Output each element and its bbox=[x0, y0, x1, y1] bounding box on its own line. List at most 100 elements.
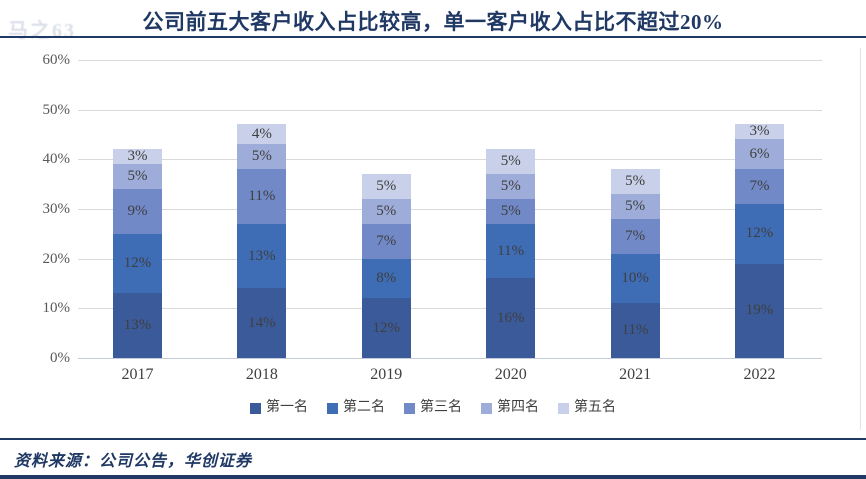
legend-swatch-icon bbox=[481, 402, 492, 414]
footer-divider bbox=[0, 438, 866, 440]
y-axis-tick-label: 60% bbox=[42, 52, 71, 68]
gridline bbox=[78, 259, 822, 260]
legend-swatch-icon bbox=[327, 402, 338, 414]
gridline bbox=[78, 209, 822, 210]
legend-label: 第三名 bbox=[420, 400, 462, 415]
bar-value-label: 12% bbox=[123, 255, 152, 272]
bar-segment-2020-第三名: 5% bbox=[486, 198, 536, 224]
legend-label: 第五名 bbox=[574, 400, 616, 415]
bar-segment-2022-第四名: 6% bbox=[735, 139, 784, 170]
y-axis-tick-label: 50% bbox=[42, 102, 71, 118]
bar-segment-2021-第二名: 10% bbox=[610, 253, 660, 304]
bar-value-label: 11% bbox=[497, 242, 525, 259]
bar-value-label: 11% bbox=[621, 322, 649, 339]
bar-segment-2018-第三名: 11% bbox=[237, 169, 287, 224]
legend-item-第五名: 第五名 bbox=[558, 401, 616, 415]
bar-value-label: 3% bbox=[127, 148, 148, 165]
bar-segment-2017-第三名: 9% bbox=[113, 189, 162, 234]
legend-swatch-icon bbox=[250, 402, 261, 414]
bar-segment-2021-第四名: 5% bbox=[610, 193, 660, 219]
bar-value-label: 8% bbox=[376, 269, 397, 286]
bar-value-label: 16% bbox=[496, 309, 525, 326]
legend-item-第三名: 第三名 bbox=[404, 401, 462, 415]
bar-value-label: 5% bbox=[625, 197, 646, 214]
gridline bbox=[78, 159, 822, 160]
bar-segment-2022-第二名: 12% bbox=[735, 203, 784, 264]
bar-segment-2017-第四名: 5% bbox=[113, 164, 162, 189]
bar-value-label: 3% bbox=[749, 123, 770, 140]
bar-value-label: 5% bbox=[127, 168, 148, 185]
bar-value-label: 6% bbox=[749, 145, 770, 162]
bar-segment-2017-第二名: 12% bbox=[113, 233, 162, 294]
bar-segment-2021-第一名: 11% bbox=[610, 303, 660, 358]
x-axis-category-label: 2020 bbox=[494, 366, 527, 383]
source-note: 资料来源：公司公告，华创证券 bbox=[14, 453, 253, 470]
y-axis-tick-label: 40% bbox=[42, 151, 71, 167]
bar-value-label: 4% bbox=[251, 125, 272, 142]
legend-item-第二名: 第二名 bbox=[327, 401, 385, 415]
x-axis-category-label: 2018 bbox=[245, 366, 278, 383]
bar-segment-2021-第三名: 7% bbox=[610, 218, 660, 254]
bar-segment-2022-第五名: 3% bbox=[735, 123, 784, 140]
bar-value-label: 5% bbox=[500, 202, 521, 219]
chart-title: 公司前五大客户收入占比较高，单一客户收入占比不超过20% bbox=[142, 10, 724, 34]
bar-segment-2020-第五名: 5% bbox=[486, 149, 536, 175]
bar-segment-2022-第三名: 7% bbox=[735, 169, 784, 204]
bottom-border bbox=[0, 475, 866, 479]
bar-value-label: 5% bbox=[376, 202, 397, 219]
bar-segment-2020-第一名: 16% bbox=[486, 278, 536, 358]
bar-segment-2019-第二名: 8% bbox=[361, 258, 411, 299]
bar-value-label: 12% bbox=[372, 319, 401, 336]
bar-segment-2019-第五名: 5% bbox=[361, 174, 411, 199]
legend-swatch-icon bbox=[404, 402, 415, 414]
bar-value-label: 14% bbox=[248, 314, 276, 331]
bar-value-label: 12% bbox=[745, 225, 774, 242]
legend-item-第一名: 第一名 bbox=[250, 401, 308, 415]
gridline bbox=[78, 110, 822, 111]
gridline bbox=[78, 358, 822, 359]
bar-value-label: 7% bbox=[749, 178, 770, 195]
bar-value-label: 5% bbox=[251, 148, 272, 165]
gridline bbox=[78, 308, 822, 309]
legend-label: 第四名 bbox=[497, 400, 539, 415]
bar-value-label: 5% bbox=[625, 173, 646, 190]
legend: 第一名 第二名 第三名 第四名 第五名 bbox=[0, 401, 866, 415]
y-axis-tick-label: 30% bbox=[42, 201, 71, 217]
bar-segment-2019-第三名: 7% bbox=[361, 223, 411, 259]
bar-segment-2018-第二名: 13% bbox=[237, 223, 287, 289]
x-axis-category-label: 2021 bbox=[619, 366, 652, 383]
bar-segment-2020-第四名: 5% bbox=[486, 174, 536, 199]
legend-label: 第一名 bbox=[266, 400, 308, 415]
bar-value-label: 9% bbox=[127, 202, 148, 219]
bar-segment-2018-第一名: 14% bbox=[237, 288, 287, 358]
legend-item-第四名: 第四名 bbox=[481, 401, 539, 415]
bar-value-label: 10% bbox=[621, 269, 649, 286]
y-axis-tick-label: 20% bbox=[42, 251, 71, 267]
bar-value-label: 5% bbox=[376, 178, 397, 195]
bar-segment-2021-第五名: 5% bbox=[610, 169, 660, 194]
bar-segment-2017-第五名: 3% bbox=[113, 148, 162, 165]
bar-value-label: 5% bbox=[500, 178, 521, 195]
title-divider bbox=[0, 36, 866, 38]
bar-value-label: 5% bbox=[500, 153, 521, 170]
chart-right-border bbox=[860, 48, 861, 430]
bar-value-label: 13% bbox=[123, 317, 152, 334]
legend-label: 第二名 bbox=[343, 400, 385, 415]
bar-value-label: 13% bbox=[248, 247, 276, 264]
bar-segment-2020-第二名: 11% bbox=[486, 223, 536, 279]
y-axis-tick-label: 10% bbox=[42, 300, 71, 316]
bar-value-label: 11% bbox=[248, 187, 276, 204]
bar-value-label: 7% bbox=[376, 232, 397, 249]
bar-value-label: 7% bbox=[625, 227, 646, 244]
bar-segment-2022-第一名: 19% bbox=[735, 263, 784, 358]
bar-segment-2018-第五名: 4% bbox=[237, 124, 287, 145]
x-axis-category-label: 2022 bbox=[743, 366, 776, 383]
bar-segment-2019-第四名: 5% bbox=[361, 198, 411, 224]
bar-segment-2019-第一名: 12% bbox=[361, 298, 411, 358]
bar-segment-2018-第四名: 5% bbox=[237, 144, 287, 170]
bar-value-label: 19% bbox=[745, 302, 774, 319]
gridline bbox=[78, 60, 822, 61]
x-axis-category-label: 2017 bbox=[121, 366, 154, 383]
